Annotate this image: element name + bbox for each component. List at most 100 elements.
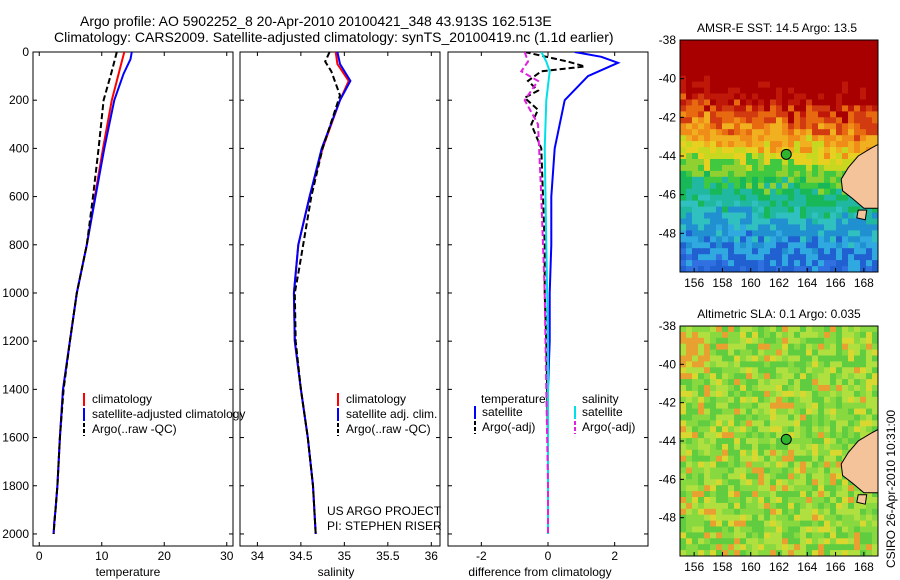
map-cell [764,87,771,95]
map-cell [824,491,831,498]
map-cell [818,455,825,463]
map-cell [686,105,693,112]
map-cell [812,141,819,148]
map-cell [740,40,747,47]
map-cell [824,176,831,184]
map-cell [782,81,789,89]
map-cell [848,57,855,65]
map-cell [806,40,813,47]
map-cell [746,373,753,380]
map-cell [752,69,759,77]
map-cell [776,379,783,386]
map-cell [806,385,813,392]
map-cell [848,379,855,386]
map-cell [728,331,735,339]
map-cell [830,51,837,59]
map-cell [848,69,855,77]
map-cell [686,45,693,53]
map-cell [866,426,873,433]
map-cell [806,87,813,95]
map-cell [704,254,711,261]
map-cell [692,81,699,89]
map-cell [818,194,825,202]
map-cell [746,87,753,95]
map-cell [800,242,807,249]
map-cell [692,497,699,504]
map-cell [692,188,699,196]
map-cell [788,361,795,368]
map-cell [698,461,705,469]
map-cell [800,87,807,95]
map-cell [710,230,717,237]
map-cell [734,432,741,439]
map-cell [746,532,753,539]
map-cell [740,51,747,59]
map-cell [836,479,843,486]
map-cell [800,117,807,124]
map-cell [836,402,843,410]
map-cell [794,514,801,522]
map-cell [752,526,759,533]
map-cell [806,212,813,219]
map-cell [716,443,723,451]
map-cell [716,449,723,457]
map-cell [764,497,771,504]
map-cell [710,491,717,498]
map-cell [782,514,789,522]
map-cell [776,426,783,433]
map-cell [686,497,693,504]
map-cell [740,141,747,148]
x-tick-label: 34 [251,549,265,563]
map-cell [764,544,771,551]
map-cell [776,443,783,451]
map-cell [698,467,705,474]
map-cell [830,230,837,237]
map-cell [764,153,771,160]
map-cell [764,212,771,219]
map-cell [794,544,801,551]
map-cell [710,402,717,410]
map-cell [788,63,795,71]
map-cell [872,426,878,433]
map-cell [776,63,783,71]
map-cell [770,45,777,53]
map-cell [872,135,878,142]
map-cell [812,200,819,208]
map-cell [788,449,795,457]
map-cell [812,355,819,362]
map-cell [782,194,789,202]
map-cell [704,164,711,172]
map-cell [710,248,717,255]
map-cell [806,379,813,386]
map-cell [764,99,771,106]
map-cell [734,438,741,445]
map-cell [686,467,693,474]
map-cell [866,520,873,528]
map-cell [800,141,807,148]
map-cell [824,402,831,410]
map-cell [794,75,801,83]
map-cell [794,242,801,249]
map-cell [758,105,765,112]
map-cell [692,45,699,53]
map-cell [716,141,723,148]
map-cell [848,260,855,267]
map-cell [722,337,729,345]
map-cell [746,426,753,433]
map-cell [812,266,819,272]
map-cell [698,491,705,498]
map-cell [788,111,795,118]
map-cell [716,485,723,492]
map-cell [794,508,801,516]
map-cell [860,502,867,510]
map-cell [812,135,819,142]
map-cell [782,218,789,225]
map-cell [734,426,741,433]
map-cell [776,236,783,243]
map-cell [686,230,693,237]
map-cell [818,402,825,410]
map-cell [788,164,795,172]
map-cell [770,105,777,112]
map-cell [866,508,873,516]
map-cell [806,538,813,545]
